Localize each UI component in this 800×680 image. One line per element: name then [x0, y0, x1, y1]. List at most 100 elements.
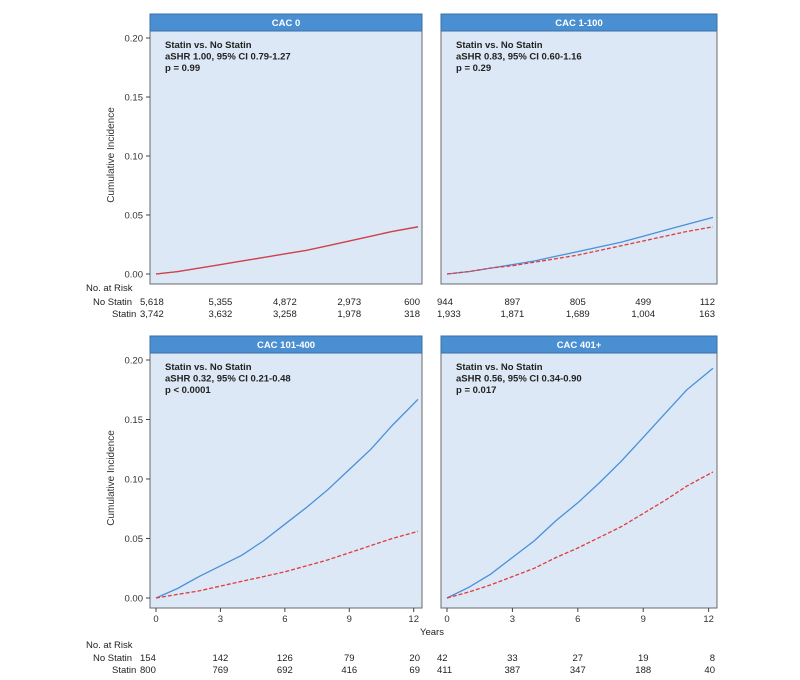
- panel-header: [149, 335, 423, 354]
- panel-title: CAC 101-400: [257, 340, 315, 351]
- panel-header: [440, 335, 718, 354]
- at-risk-statin-value: 1,871: [501, 309, 525, 320]
- at-risk-no-statin-value: 79: [344, 653, 355, 664]
- at-risk-row-label-no-statin-bottom: No Statin: [93, 653, 132, 664]
- annotation-line-3: p < 0.0001: [165, 385, 211, 396]
- at-risk-no-statin-value: 944: [437, 297, 453, 308]
- annotation-line-2: aSHR 0.83, 95% CI 0.60-1.16: [456, 52, 582, 63]
- at-risk-no-statin-value: 8: [710, 653, 715, 664]
- at-risk-no-statin-value: 154: [140, 653, 156, 664]
- y-tick-label: 0.10: [125, 475, 144, 486]
- at-risk-statin-value: 347: [570, 665, 586, 676]
- at-risk-no-statin-value: 5,355: [209, 297, 233, 308]
- annotation-line-3: p = 0.99: [165, 63, 200, 74]
- at-risk-no-statin-value: 27: [573, 653, 584, 664]
- at-risk-statin-value: 1,933: [437, 309, 461, 320]
- y-tick-label: 0.00: [125, 594, 144, 605]
- x-tick-label: 6: [575, 614, 580, 625]
- series-line-no-statin: [446, 367, 714, 599]
- annotation-line-1: Statin vs. No Statin: [165, 40, 252, 51]
- annotation-line-2: aSHR 0.32, 95% CI 0.21-0.48: [165, 374, 291, 385]
- at-risk-title-bottom: No. at Risk: [86, 640, 133, 651]
- x-tick-label: 0: [153, 614, 158, 625]
- x-tick-label: 12: [408, 614, 419, 625]
- x-tick-label: 9: [347, 614, 352, 625]
- at-risk-statin-value: 3,258: [273, 309, 297, 320]
- x-tick-label: 3: [218, 614, 223, 625]
- at-risk-row-label-statin-bottom: Statin: [112, 665, 136, 676]
- at-risk-statin-value: 69: [409, 665, 420, 676]
- labels-layer: Cumulative Incidence Cumulative Incidenc…: [86, 107, 444, 676]
- y-tick-label: 0.15: [125, 93, 144, 104]
- panel-background: [440, 335, 718, 609]
- at-risk-no-statin-value: 142: [212, 653, 228, 664]
- annotation-line-2: aSHR 0.56, 95% CI 0.34-0.90: [456, 374, 582, 385]
- x-tick-label: 0: [444, 614, 449, 625]
- at-risk-statin-value: 3,742: [140, 309, 164, 320]
- y-tick-label: 0.20: [125, 34, 144, 45]
- y-tick-label: 0.00: [125, 270, 144, 281]
- annotation-line-2: aSHR 1.00, 95% CI 0.79-1.27: [165, 52, 291, 63]
- at-risk-statin-value: 1,004: [631, 309, 655, 320]
- at-risk-row-label-statin-top: Statin: [112, 309, 136, 320]
- y-axis-label-bottom: Cumulative Incidence: [106, 430, 117, 526]
- y-tick-label: 0.20: [125, 356, 144, 367]
- y-tick-label: 0.05: [125, 534, 144, 545]
- at-risk-statin-value: 318: [404, 309, 420, 320]
- x-tick-label: 12: [703, 614, 714, 625]
- at-risk-statin-value: 387: [504, 665, 520, 676]
- annotation-line-3: p = 0.017: [456, 385, 496, 396]
- at-risk-no-statin-value: 5,618: [140, 297, 164, 308]
- at-risk-statin-value: 800: [140, 665, 156, 676]
- y-axis-label-top: Cumulative Incidence: [106, 107, 117, 203]
- at-risk-no-statin-value: 897: [504, 297, 520, 308]
- at-risk-statin-value: 40: [704, 665, 715, 676]
- annotation-line-3: p = 0.29: [456, 63, 491, 74]
- at-risk-statin-value: 692: [277, 665, 293, 676]
- at-risk-no-statin-value: 600: [404, 297, 420, 308]
- x-tick-label: 9: [641, 614, 646, 625]
- panel-background: [149, 13, 423, 285]
- at-risk-statin-value: 163: [699, 309, 715, 320]
- panel-title: CAC 401+: [557, 340, 602, 351]
- x-tick-label: 6: [282, 614, 287, 625]
- series-line-statin: [155, 226, 419, 275]
- at-risk-title-top: No. at Risk: [86, 283, 133, 294]
- series-line-no-statin: [155, 398, 419, 599]
- y-tick-label: 0.15: [125, 415, 144, 426]
- at-risk-no-statin-value: 499: [635, 297, 651, 308]
- panel-header: [149, 13, 423, 32]
- at-risk-no-statin-value: 805: [570, 297, 586, 308]
- at-risk-no-statin-value: 20: [409, 653, 420, 664]
- at-risk-no-statin-value: 112: [700, 297, 715, 308]
- series-line-statin: [446, 226, 714, 275]
- at-risk-no-statin-value: 2,973: [337, 297, 361, 308]
- at-risk-no-statin-value: 42: [437, 653, 448, 664]
- series-line-statin: [446, 471, 714, 599]
- panel-title: CAC 1-100: [555, 18, 603, 29]
- annotation-line-1: Statin vs. No Statin: [456, 40, 543, 51]
- at-risk-statin-value: 1,978: [337, 309, 361, 320]
- x-axis-label: Years: [420, 627, 444, 638]
- panel-header: [440, 13, 718, 32]
- at-risk-statin-value: 416: [341, 665, 357, 676]
- at-risk-statin-value: 1,689: [566, 309, 590, 320]
- at-risk-no-statin-value: 19: [638, 653, 649, 664]
- at-risk-no-statin-value: 126: [277, 653, 293, 664]
- at-risk-statin-value: 188: [635, 665, 651, 676]
- at-risk-statin-value: 411: [437, 665, 452, 676]
- panel-background: [440, 13, 718, 285]
- y-tick-label: 0.10: [125, 152, 144, 163]
- at-risk-row-label-no-statin-top: No Statin: [93, 297, 132, 308]
- y-tick-label: 0.05: [125, 211, 144, 222]
- at-risk-statin-value: 769: [212, 665, 228, 676]
- series-line-statin: [155, 530, 419, 599]
- annotation-line-1: Statin vs. No Statin: [456, 362, 543, 373]
- panel-title: CAC 0: [272, 18, 301, 29]
- panel-background: [149, 335, 423, 609]
